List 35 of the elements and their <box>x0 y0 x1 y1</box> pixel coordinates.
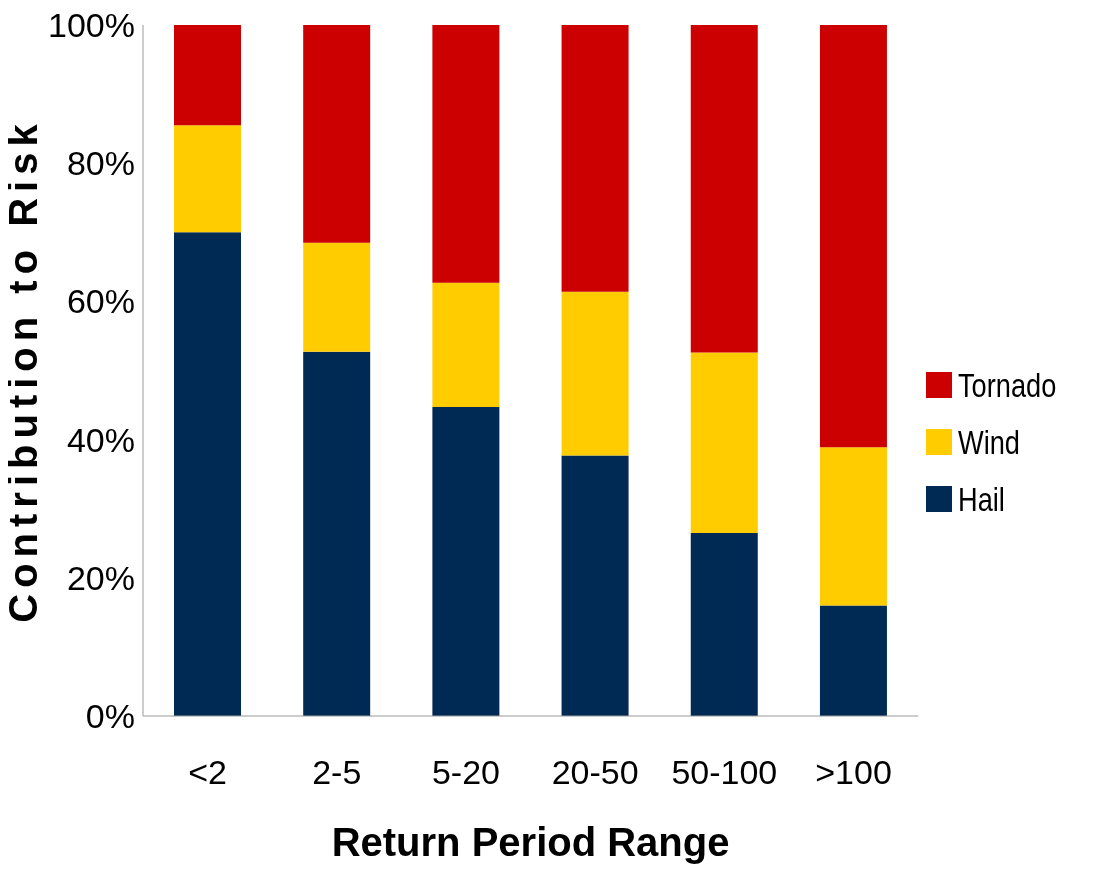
bar <box>561 25 629 292</box>
x-tick-label: >100 <box>815 753 892 792</box>
bar <box>174 125 242 233</box>
bar <box>690 25 758 353</box>
y-tick-label: 20% <box>66 558 135 597</box>
bar <box>432 25 500 283</box>
bar <box>174 232 242 716</box>
y-tick-label: 40% <box>66 420 135 459</box>
bar <box>819 447 887 606</box>
x-tick-label: 5-20 <box>431 753 500 792</box>
x-tick-label: 20-50 <box>551 753 639 792</box>
bar <box>303 25 371 243</box>
bar <box>174 25 242 126</box>
bar <box>303 242 371 352</box>
y-tick-label: 0% <box>85 697 135 736</box>
y-tick-label: 100% <box>48 6 135 45</box>
x-tick-label: 2-5 <box>312 753 362 792</box>
bar <box>819 605 887 716</box>
legend-label: Hail <box>958 479 1005 519</box>
y-tick-label: 60% <box>66 282 135 321</box>
bar <box>561 455 629 716</box>
bar <box>690 532 758 716</box>
y-axis-title: Contribution to Risk <box>1 118 46 623</box>
bar <box>561 291 629 456</box>
bar <box>432 407 500 716</box>
y-tick-label: 80% <box>66 144 135 183</box>
x-axis-title: Return Period Range <box>331 820 730 864</box>
bar <box>690 352 758 533</box>
bar <box>819 25 887 448</box>
x-tick-label: <2 <box>188 753 227 792</box>
bar <box>432 282 500 408</box>
legend-label: Tornado <box>958 365 1057 405</box>
x-tick-label: 50-100 <box>671 753 778 792</box>
legend-label: Wind <box>958 422 1021 462</box>
bar <box>303 351 371 716</box>
